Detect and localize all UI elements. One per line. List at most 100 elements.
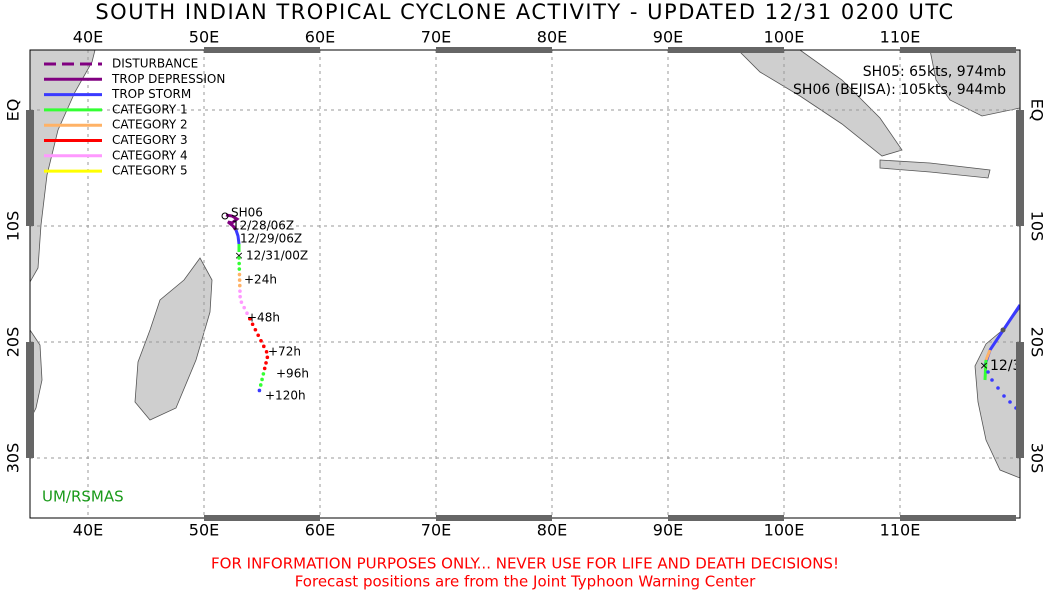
forecast-dot: [990, 378, 994, 382]
track-x: ×: [979, 359, 988, 372]
track: [983, 359, 988, 381]
lon-label: 60E: [305, 521, 335, 540]
forecast-dot: [237, 272, 242, 277]
frame-bar: [668, 515, 784, 521]
disclaimer: FOR INFORMATION PURPOSES ONLY... NEVER U…: [211, 555, 839, 573]
title: SOUTH INDIAN TROPICAL CYCLONE ACTIVITY -…: [95, 0, 954, 24]
disclaimer: Forecast positions are from the Joint Ty…: [295, 573, 756, 591]
track: [234, 229, 241, 245]
frame-bar: [1016, 110, 1024, 226]
track-point: [1000, 327, 1006, 333]
legend-label: TROP STORM: [111, 87, 191, 101]
storm-info: SH06 (BEJISA): 105kts, 944mb: [793, 82, 1006, 98]
storm-info: SH05: 65kts, 974mb: [863, 64, 1006, 80]
track-label: SH06: [231, 206, 263, 220]
lon-label: 50E: [189, 521, 219, 540]
forecast-dot: [238, 294, 242, 299]
forecast-dot: [265, 355, 270, 360]
forecast-dot: [264, 350, 269, 354]
legend-label: CATEGORY 2: [112, 118, 188, 132]
track: [225, 213, 240, 231]
forecast-dot: [259, 339, 263, 343]
forecast-dot: [258, 383, 263, 387]
track-x: ×: [234, 249, 243, 262]
track-label: +24h: [244, 273, 277, 287]
frame-bar: [436, 515, 552, 521]
lon-label: 40E: [73, 28, 103, 47]
lon-label: 110E: [880, 28, 921, 47]
forecast-dot: [250, 322, 255, 327]
track-label: +120h: [265, 389, 306, 403]
lon-label: 90E: [653, 521, 683, 540]
track-label: +48h: [247, 311, 280, 325]
track-label: 12/29/06Z: [240, 232, 302, 246]
lon-label: 50E: [189, 28, 219, 47]
grid: [30, 50, 1020, 518]
lon-label: 40E: [73, 521, 103, 540]
lon-label: 100E: [764, 28, 805, 47]
lon-label: 70E: [421, 28, 451, 47]
track-label: +72h: [268, 345, 301, 359]
forecast-dot: [262, 344, 266, 349]
track-point: [221, 212, 229, 220]
axis-labels: 40E 40E 50E 50E 60E 60E 70E 70E 80E 80E 90E 90E 100E…: [4, 28, 1047, 540]
legend-label: DISTURBANCE: [112, 57, 198, 71]
lon-label: 70E: [421, 521, 451, 540]
madagascar: [134, 257, 213, 421]
track-label: 12/31/00Z: [990, 358, 1050, 374]
lon-label: 80E: [537, 521, 567, 540]
forecast-dot: [1002, 394, 1006, 398]
lon-label: 60E: [305, 28, 335, 47]
java: [879, 159, 991, 179]
legend-label: CATEGORY 4: [112, 148, 188, 162]
frame-bar: [26, 110, 34, 226]
legend-label: CATEGORY 3: [112, 133, 188, 147]
track-label: +96h: [276, 367, 309, 381]
borneo: [929, 50, 1020, 117]
forecast-dot: [257, 388, 262, 393]
lon-label: 100E: [764, 521, 805, 540]
forecast-dot: [264, 361, 268, 365]
forecast-dot: [996, 386, 1000, 390]
legend-label: TROP DEPRESSION: [111, 72, 225, 86]
frame-bar: [26, 342, 34, 458]
forecast-dot: [245, 311, 249, 316]
lat-label: 10S: [1028, 211, 1047, 242]
lon-label: 110E: [880, 521, 921, 540]
frame-bar: [900, 47, 1016, 53]
frame-bar: [204, 515, 320, 521]
forecast-dot: [237, 261, 241, 266]
frame-bar: [436, 47, 552, 53]
lat-label: EQ: [4, 99, 23, 122]
forecast-dot: [253, 327, 258, 332]
credit: UM/RSMAS: [42, 488, 124, 506]
track-label: 12/31/00Z: [246, 249, 308, 263]
forecast-dot: [260, 377, 264, 382]
track-label: 12/28/06Z: [232, 219, 294, 233]
lat-label: 20S: [1028, 327, 1047, 358]
forecast-dot: [237, 267, 242, 271]
forecast-dot: [239, 300, 244, 304]
australia: [974, 307, 1020, 479]
lat-label: 20S: [4, 327, 23, 358]
forecast-dot: [237, 256, 241, 260]
forecast-dot: [261, 372, 266, 376]
frame-bar: [204, 47, 320, 53]
lat-label: 30S: [1028, 443, 1047, 474]
legend-label: CATEGORY 1: [112, 102, 188, 116]
forecast-dot: [248, 316, 252, 321]
sumatra: [737, 50, 903, 157]
lat-label: 30S: [4, 443, 23, 474]
legend-label: CATEGORY 5: [112, 164, 188, 178]
forecast-dot: [237, 278, 242, 282]
frame-bar: [900, 515, 1016, 521]
track: [984, 349, 992, 361]
frame-bar: [1016, 342, 1024, 458]
lat-label: EQ: [1028, 99, 1047, 122]
forecast-dot: [1008, 400, 1012, 404]
forecast-dot: [242, 305, 246, 310]
forecast-dot: [262, 366, 267, 371]
